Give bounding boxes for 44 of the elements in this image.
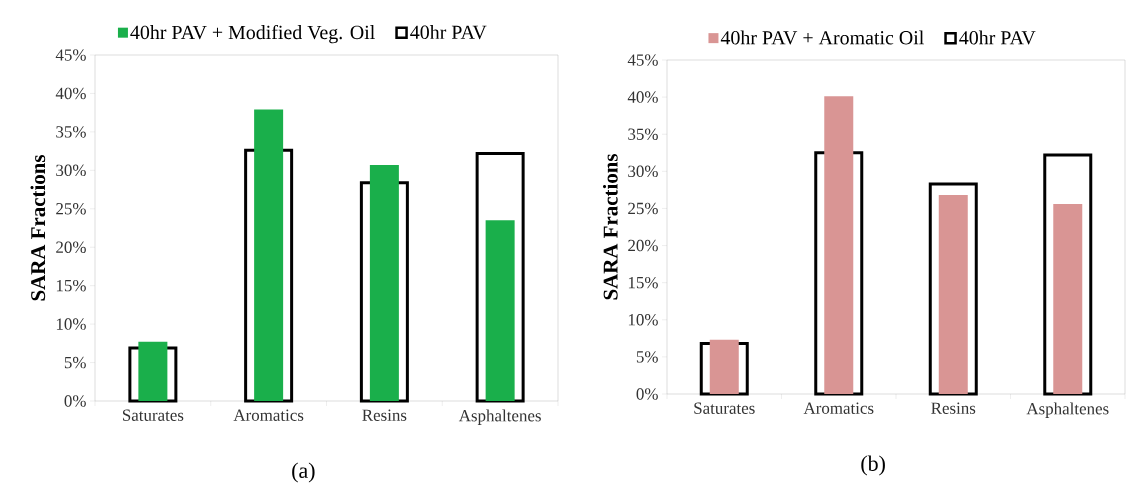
y-tick-label: 25% — [628, 202, 658, 215]
legend-label: 40hr PAV + Aromatic Oil — [720, 30, 924, 45]
y-tick-label: 10% — [56, 318, 86, 330]
bar — [938, 195, 968, 394]
bar — [485, 220, 515, 401]
y-tick-label: 40% — [55, 87, 86, 100]
x-tick-label: Asphaltenes — [458, 409, 541, 425]
legend-label: 40hr PAV — [959, 30, 1036, 45]
y-tick-label: 45% — [55, 49, 86, 61]
y-tick-label: 20% — [628, 239, 658, 252]
y-tick-label: 0% — [64, 395, 86, 407]
y-tick-label: 5% — [636, 351, 658, 363]
x-tick-label: Resins — [931, 402, 976, 414]
bar — [709, 339, 739, 394]
y-axis-title: SARA Fractions — [30, 155, 46, 301]
legend-label: 40hr PAV + Modified Veg. Oil — [130, 24, 375, 44]
y-tick-label: 35% — [56, 126, 86, 138]
y-tick-label: 20% — [56, 241, 86, 253]
y-axis-title: SARA Fractions — [602, 154, 618, 300]
y-tick-label: 30% — [628, 165, 658, 178]
y-tick-label: 35% — [628, 128, 658, 140]
y-tick-label: 40% — [627, 91, 658, 103]
y-tick-label: 5% — [64, 356, 86, 369]
y-tick-label: 10% — [628, 314, 658, 326]
text: (a) — [292, 462, 315, 483]
x-tick-label: Resins — [362, 409, 407, 421]
y-tick-label: 25% — [56, 203, 86, 215]
x-tick-label: Aromatics — [803, 402, 874, 414]
y-tick-label: 15% — [628, 276, 658, 289]
x-tick-label: Aromatics — [233, 409, 304, 421]
x-tick-label: Asphaltenes — [1026, 402, 1109, 418]
y-tick-label: 0% — [636, 388, 658, 400]
text: (b) — [861, 455, 885, 476]
y-tick-label: 15% — [56, 279, 86, 292]
x-tick-label: Saturates — [694, 402, 755, 414]
legend-label: 40hr PAV — [410, 25, 487, 40]
bar — [138, 341, 168, 401]
bar — [369, 164, 399, 401]
y-tick-label: 45% — [627, 54, 658, 66]
bar — [254, 109, 284, 401]
bar — [1053, 203, 1083, 394]
y-tick-label: 30% — [56, 164, 86, 177]
bar — [824, 96, 854, 394]
x-tick-label: Saturates — [122, 409, 184, 421]
